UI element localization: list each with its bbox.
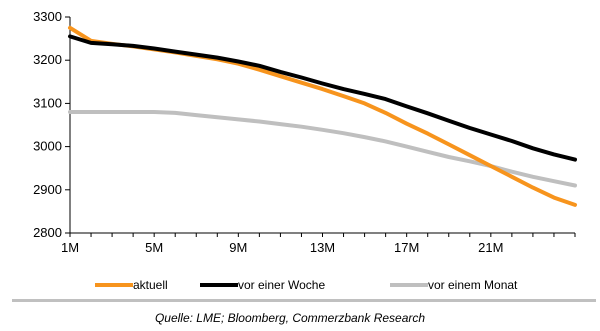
x-tick-label: 9M <box>229 240 247 255</box>
y-tick-label: 2800 <box>33 225 62 240</box>
y-tick-label: 3300 <box>33 9 62 24</box>
divider-bar <box>12 299 596 302</box>
series-line-vor-einer-woche <box>68 34 577 162</box>
legend-label: aktuell <box>133 278 168 292</box>
x-tick-label: 13M <box>310 240 335 255</box>
y-ticks: 2800 2900 3000 3100 3200 3300 <box>33 9 70 240</box>
y-tick-label: 3100 <box>33 95 62 110</box>
legend: aktuell vor einer Woche vor einem Monat <box>95 278 518 292</box>
plot-area: 2800 2900 3000 3100 3200 3300 1M 5M 9M 13M 17M 21M <box>33 9 577 255</box>
source-note: Quelle: LME; Bloomberg, Commerzbank Rese… <box>155 311 425 325</box>
x-tick-label: 17M <box>394 240 419 255</box>
series-lines <box>68 25 577 207</box>
x-tick-label: 21M <box>478 240 503 255</box>
legend-label: vor einem Monat <box>428 278 518 292</box>
series-line-vor-einem-monat <box>68 110 577 188</box>
legend-label: vor einer Woche <box>238 278 325 292</box>
series-line-aktuell <box>68 25 577 207</box>
x-tick-label: 1M <box>61 240 79 255</box>
x-ticks: 1M 5M 9M 13M 17M 21M <box>61 233 576 255</box>
y-tick-label: 3200 <box>33 52 62 67</box>
y-tick-label: 3000 <box>33 139 62 154</box>
x-tick-label: 5M <box>145 240 163 255</box>
y-tick-label: 2900 <box>33 182 62 197</box>
